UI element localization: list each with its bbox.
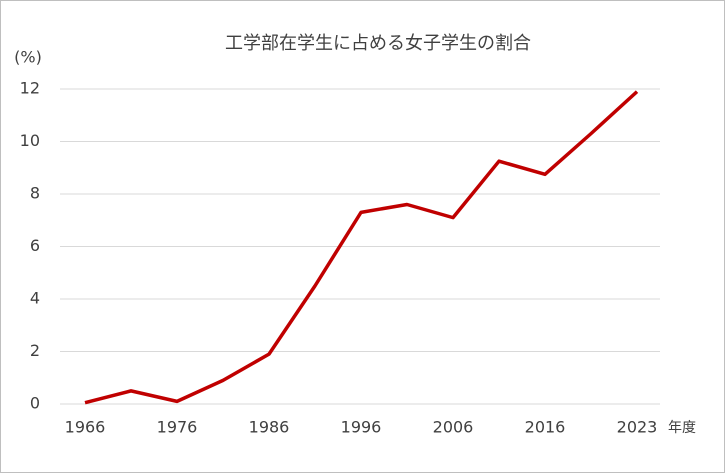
chart-title: 工学部在学生に占める女子学生の割合 (225, 33, 531, 54)
x-tick-label: 2006 (433, 418, 474, 437)
y-unit-label: (%) (14, 48, 42, 67)
y-tick-label: 12 (20, 79, 40, 98)
y-tick-label: 0 (30, 394, 40, 413)
x-axis-label: 年度 (668, 420, 696, 436)
data-line (84, 90, 639, 405)
y-tick-label: 4 (30, 289, 40, 308)
x-tick-label: 1986 (249, 418, 290, 437)
x-tick-label: 1976 (157, 418, 198, 437)
x-tick-label: 2023 (617, 418, 658, 437)
y-tick-label: 6 (30, 236, 40, 255)
x-tick-label: 1996 (341, 418, 382, 437)
x-tick-label: 1966 (65, 418, 106, 437)
y-tick-label: 2 (30, 341, 40, 360)
y-tick-label: 8 (30, 184, 40, 203)
y-tick-label: 10 (20, 131, 40, 150)
x-tick-label: 2016 (525, 418, 566, 437)
